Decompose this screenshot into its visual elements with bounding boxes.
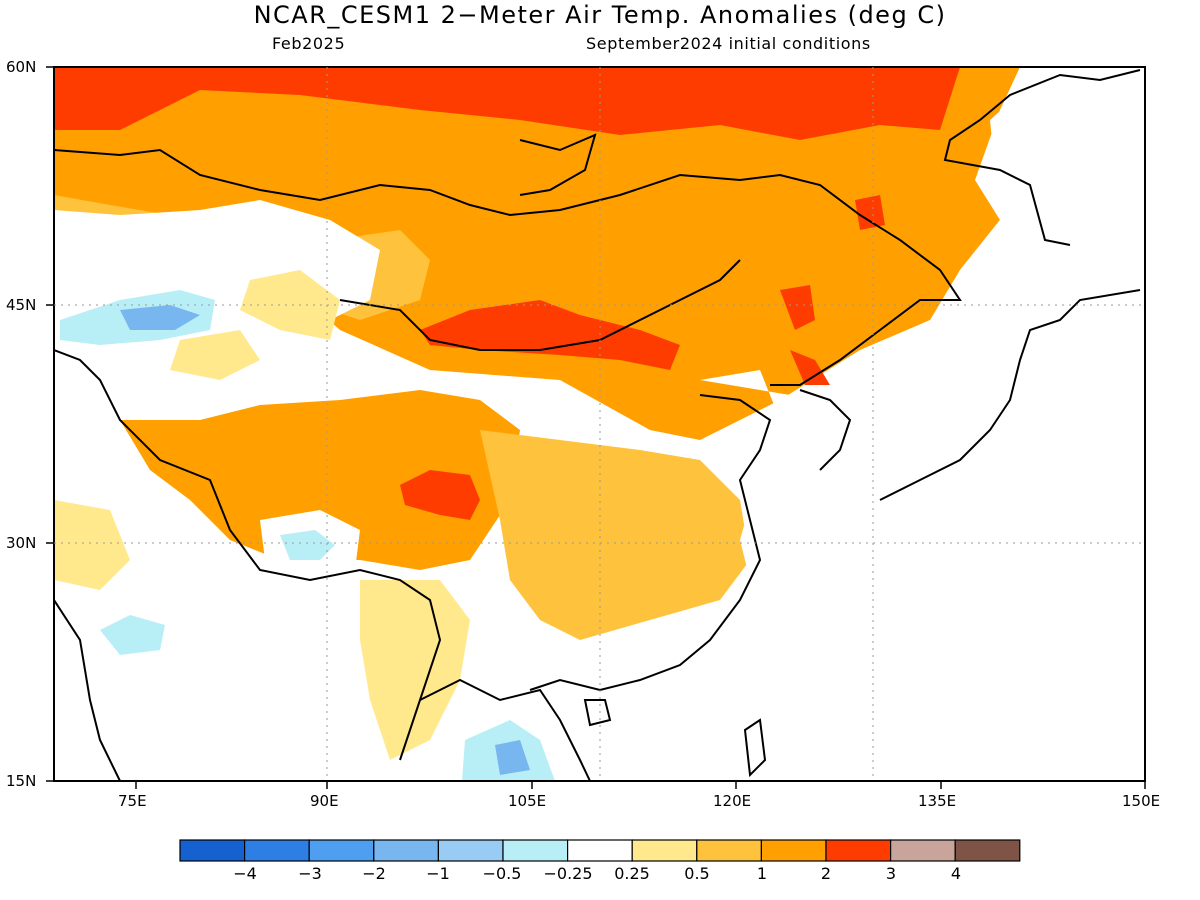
lon-label-105e: 105E xyxy=(508,792,547,810)
anomaly-region-1deg-south-china xyxy=(480,430,750,640)
colorbar-swatch xyxy=(889,839,956,862)
lat-label-60n: 60N xyxy=(6,58,37,76)
colorbar-swatch xyxy=(373,839,439,862)
colorbar-swatch xyxy=(954,839,1021,862)
anomaly-region-2deg-tibet xyxy=(120,390,520,570)
anomaly-region-minus-half-tibet xyxy=(280,530,335,560)
anomaly-region-cold-india xyxy=(100,615,165,655)
initial-conditions-label: September2024 initial conditions xyxy=(586,34,871,53)
colorbar-label: 0.25 xyxy=(614,864,650,883)
lon-label-135e: 135E xyxy=(918,792,957,810)
colorbar-swatch xyxy=(760,839,827,862)
lat-label-30n: 30N xyxy=(6,534,37,552)
colorbar-label: −4 xyxy=(233,864,257,883)
anomaly-region-3deg-korea xyxy=(780,195,885,385)
anomaly-region-3deg-tibet xyxy=(400,470,480,520)
anomaly-region-2deg-north xyxy=(54,67,1020,440)
colorbar-swatch xyxy=(696,839,762,862)
colorbar-swatch xyxy=(502,839,569,862)
colorbar-swatch xyxy=(437,839,504,862)
lat-label-15n: 15N xyxy=(6,772,37,790)
lon-label-75e: 75E xyxy=(118,792,147,810)
anomaly-region-cold-core-indochina xyxy=(495,740,530,775)
colorbar-swatch xyxy=(566,839,633,862)
axis-ticks xyxy=(46,66,1146,789)
anomaly-region-3deg-top xyxy=(54,67,960,140)
anomaly-region-neutral-east xyxy=(600,75,1145,781)
lon-label-90e: 90E xyxy=(310,792,339,810)
anomaly-region-half-deg-west xyxy=(54,500,130,590)
anomaly-region-3deg-mongolia xyxy=(420,300,680,370)
colorbar-label: −3 xyxy=(298,864,322,883)
colorbar-label: −0.25 xyxy=(543,864,593,883)
colorbar-label: 4 xyxy=(950,864,962,883)
gridlines xyxy=(54,67,1145,781)
lat-label-45n: 45N xyxy=(6,296,37,314)
anomaly-region-half-deg-central-asia xyxy=(170,270,340,380)
lon-label-150e: 150E xyxy=(1122,792,1161,810)
anomaly-field xyxy=(54,67,1145,781)
colorbar-label: −2 xyxy=(362,864,386,883)
colorbar-label: 3 xyxy=(885,864,897,883)
colorbar-label: 0.5 xyxy=(684,864,710,883)
colorbar-swatch xyxy=(179,839,246,862)
anomaly-region-half-deg-indochina xyxy=(360,580,470,760)
colorbar-label: 1 xyxy=(756,864,768,883)
colorbar-label: 2 xyxy=(820,864,832,883)
coastlines xyxy=(54,69,1141,781)
colorbar-swatch xyxy=(244,839,310,862)
anomaly-region-cold-core-kazakhstan xyxy=(120,305,200,330)
lon-label-120e: 120E xyxy=(713,792,752,810)
anomaly-region-neutral-central-asia xyxy=(54,200,380,420)
forecast-month: Feb2025 xyxy=(272,34,346,53)
map-title: NCAR_CESM1 2−Meter Air Temp. Anomalies (… xyxy=(253,1,947,29)
colorbar-swatch xyxy=(308,839,375,862)
colorbar-label: −1 xyxy=(426,864,450,883)
colorbar-swatch xyxy=(825,839,892,862)
colorbar-swatch xyxy=(631,839,698,862)
colorbar-label: −0.5 xyxy=(482,864,522,883)
colorbar xyxy=(179,839,1021,862)
